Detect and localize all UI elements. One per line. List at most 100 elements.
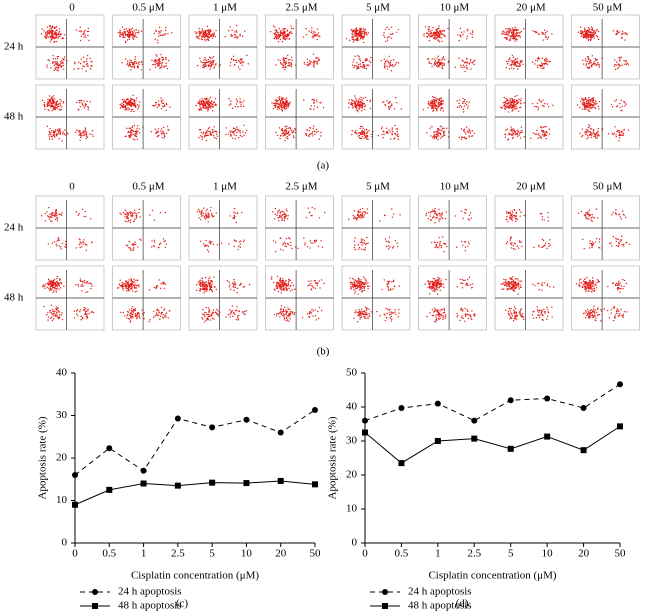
dot [586, 56, 589, 58]
dot [127, 311, 130, 313]
dot [312, 53, 315, 55]
dot [454, 66, 457, 68]
dot [233, 36, 236, 39]
dot [397, 62, 400, 64]
dot [92, 311, 95, 314]
dot [119, 103, 121, 106]
dot [79, 130, 81, 132]
dot [361, 135, 363, 138]
dot [91, 285, 93, 287]
dot [514, 103, 516, 106]
dot [312, 135, 314, 137]
dot [140, 69, 142, 71]
dot [61, 242, 64, 245]
dot [134, 58, 136, 60]
dot [207, 315, 210, 318]
dot [57, 37, 59, 39]
dot [124, 280, 127, 282]
dot [54, 283, 56, 285]
dot [518, 98, 520, 101]
dot [275, 131, 277, 134]
dot [90, 60, 92, 62]
dot [287, 282, 290, 284]
dot [227, 29, 230, 32]
dot [320, 135, 322, 137]
dot [512, 132, 515, 134]
dot [214, 97, 217, 100]
dot [80, 285, 82, 287]
column-label: 50 μM [593, 2, 623, 14]
dot [271, 102, 273, 104]
dot [154, 58, 156, 61]
dot [291, 27, 293, 30]
dot [129, 321, 131, 323]
dot [201, 277, 203, 279]
dot [388, 236, 391, 239]
dot [436, 135, 438, 137]
dot [127, 289, 130, 291]
dot [587, 100, 590, 103]
dot [531, 61, 534, 63]
dot-plot [265, 14, 334, 80]
dot [585, 128, 588, 131]
dot [134, 130, 136, 133]
dot [161, 64, 163, 67]
dot [127, 103, 129, 105]
dot [462, 129, 465, 131]
dot [53, 279, 55, 281]
dot [284, 106, 286, 108]
dot [278, 108, 281, 110]
dot [596, 59, 598, 61]
dot [585, 64, 587, 67]
dot [272, 240, 275, 242]
dot [199, 99, 201, 101]
dot [276, 275, 279, 277]
dot [386, 65, 388, 68]
dot [225, 133, 227, 136]
dot [588, 110, 591, 113]
dot [130, 311, 132, 314]
dot [51, 316, 53, 318]
dot [228, 97, 230, 100]
dot [582, 99, 584, 102]
dot [593, 61, 596, 63]
dot [281, 40, 284, 43]
dot [463, 105, 466, 107]
dot [91, 311, 93, 313]
dot [618, 133, 621, 136]
dot [433, 31, 436, 33]
dot [540, 137, 543, 139]
dot [596, 102, 598, 105]
dot [505, 106, 507, 108]
dot [469, 59, 472, 61]
dot [320, 309, 323, 312]
dot [153, 32, 156, 35]
dot [213, 67, 215, 69]
dot [46, 282, 49, 285]
dot [134, 212, 136, 214]
dot [90, 283, 93, 285]
dot [212, 129, 214, 131]
dot [388, 311, 391, 313]
dot [542, 126, 545, 129]
dot [615, 134, 617, 136]
dot [50, 37, 53, 39]
dot [53, 310, 55, 313]
dot [310, 105, 312, 107]
dot [241, 35, 244, 37]
dot [86, 54, 89, 57]
dot [207, 307, 210, 309]
dot [308, 316, 311, 318]
dot [314, 33, 317, 36]
dot [287, 127, 289, 130]
dot [48, 109, 50, 112]
dot [441, 62, 443, 65]
dot [53, 69, 56, 72]
dot [551, 33, 553, 35]
dot [284, 213, 286, 215]
dot [581, 32, 583, 35]
dot [625, 103, 627, 105]
dot [130, 60, 133, 62]
dot [351, 100, 354, 102]
dot [610, 103, 613, 106]
